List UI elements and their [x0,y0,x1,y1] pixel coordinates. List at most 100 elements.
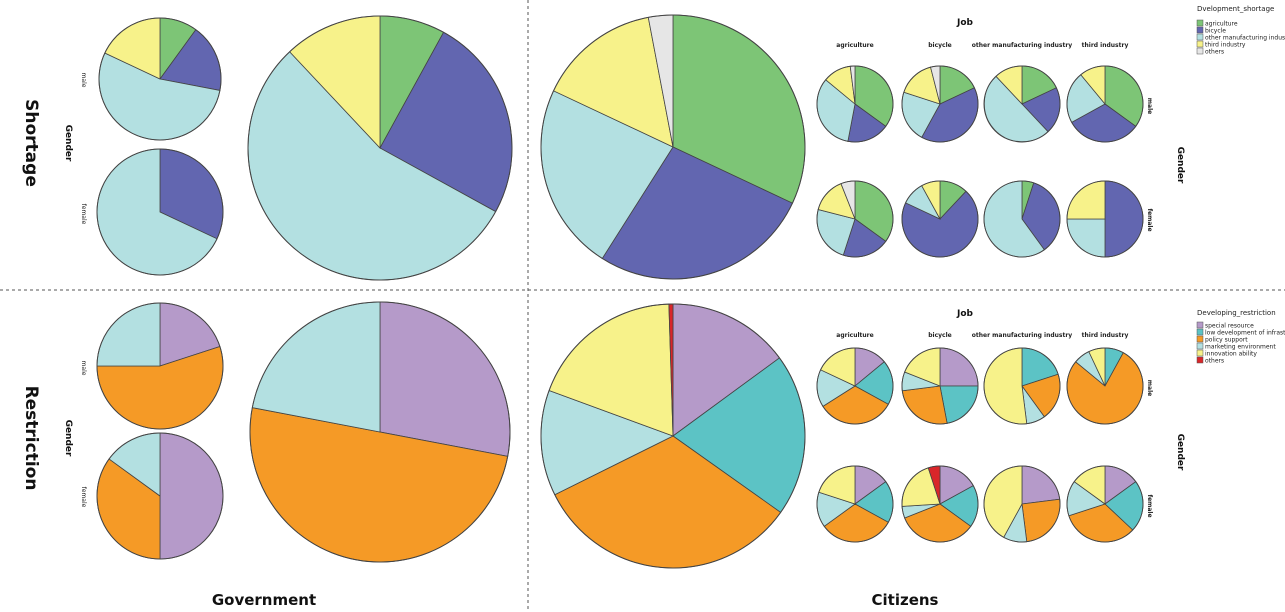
pie-charts [96,14,1144,569]
legend-swatch-0-3 [1196,40,1204,48]
job-header-other-manufacturing-shortage: other manufacturing industry [972,42,1073,49]
gov-restriction-female-pie-outline [96,432,224,560]
legend-swatch-0-4 [1196,47,1204,55]
legend-label-1-0: special resource [1205,323,1254,330]
legend-swatch-0-2 [1196,33,1204,41]
cit-shortage-female-bicycle-pie-outline [901,180,979,258]
cit-restriction-male-bicycle-pie-slice-0 [939,347,979,387]
legend-swatch-0-1 [1196,26,1204,34]
job-header-agriculture-shortage: agriculture [836,42,873,49]
cit-shortage-male-other-manufacturing-industry-pie [983,65,1061,143]
cit-shortage-total-pie-outline [540,14,806,280]
gov-shortage-total-pie [247,15,513,281]
job-header-other-manufacturing-restriction: other manufacturing industry [972,332,1073,339]
cit-restriction-total-pie [540,303,806,569]
legend-label-0-1: bicycle [1205,28,1226,35]
gov-shortage-male-pie-outline [98,17,222,141]
cit-restriction-male-agriculture-pie-outline [816,347,894,425]
cit-restriction-male-bicycle-pie-outline [901,347,979,425]
cit-restriction-male-agriculture-pie [816,347,894,425]
legend-label-0-0: agriculture [1205,21,1238,28]
legend-swatch-1-5 [1196,356,1204,364]
gov-male-label-shortage: male [80,73,87,88]
gov-gender-label-shortage: Gender [63,125,73,162]
legend-label-1-1: low development of infrastructu [1205,330,1285,337]
gov-restriction-female-pie-slice-0 [159,432,224,560]
legend-swatch-0-0 [1196,19,1204,27]
job-header-third-industry-restriction: third industry [1082,332,1129,339]
gov-shortage-male-pie [98,17,222,141]
gov-restriction-male-pie-slice-3 [96,302,161,367]
cit-restriction-male-bicycle-pie [901,347,979,425]
cit-restriction-male-third-industry-pie [1066,347,1144,425]
cit-shortage-female-third-industry-pie-slice-2 [1066,218,1106,258]
legend-swatch-1-0 [1196,321,1204,329]
cit-female-label-restriction: female [1146,494,1153,517]
cit-restriction-total-pie-outline [540,303,806,569]
gov-restriction-female-pie [96,432,224,560]
legend-label-1-3: marketing environment [1205,344,1276,351]
cit-restriction-female-bicycle-pie [901,465,979,543]
gov-female-label-restriction: female [80,487,87,508]
cit-shortage-female-agriculture-pie-outline [816,180,894,258]
cit-shortage-male-bicycle-pie [901,65,979,143]
job-title-restriction: Job [956,309,974,319]
cit-shortage-male-bicycle-pie-outline [901,65,979,143]
gov-restriction-male-pie [96,302,224,430]
job-header-agriculture-restriction: agriculture [836,332,873,339]
legend-label-1-2: policy support [1205,337,1248,344]
cit-restriction-female-third-industry-pie [1066,465,1144,543]
cit-restriction-female-other-manufacturing-industry-pie-slice-2 [1021,498,1061,543]
cit-female-label-shortage: female [1146,208,1153,231]
gov-shortage-female-pie [96,148,224,276]
legend-swatch-1-4 [1196,349,1204,357]
cit-restriction-female-other-manufacturing-industry-pie-outline [983,465,1061,543]
legend-swatch-1-3 [1196,342,1204,350]
cit-restriction-male-other-manufacturing-industry-pie [983,347,1061,425]
cit-restriction-female-bicycle-pie-outline [901,465,979,543]
cit-shortage-total-pie [540,14,806,280]
cit-shortage-male-third-industry-pie-outline [1066,65,1144,143]
cit-shortage-female-third-industry-pie-outline [1066,180,1144,258]
cit-restriction-female-other-manufacturing-industry-pie [983,465,1061,543]
cit-restriction-female-agriculture-pie [816,465,894,543]
legend-title-shortage: Dvelopment_shortage [1197,5,1274,13]
job-header-third-industry-shortage: third industry [1082,42,1129,49]
legend-label-0-3: third industry [1205,42,1246,49]
job-header-bicycle-shortage: bicycle [928,42,952,49]
cit-restriction-male-other-manufacturing-industry-pie-outline [983,347,1061,425]
cit-male-label-shortage: male [1146,98,1153,114]
row-label-restriction: Restriction [21,386,41,491]
legend-swatch-1-1 [1196,328,1204,336]
col-label-government: Government [212,591,316,609]
cit-shortage-male-third-industry-pie [1066,65,1144,143]
gov-female-label-shortage: female [80,204,87,225]
cit-gender-label-restriction: Gender [1175,434,1185,471]
cit-restriction-female-third-industry-pie-outline [1066,465,1144,543]
gov-male-label-restriction: male [80,361,87,376]
cit-restriction-male-third-industry-pie-outline [1066,347,1144,425]
legend-swatch-1-2 [1196,335,1204,343]
cit-shortage-male-agriculture-pie [816,65,894,143]
col-label-citizens: Citizens [872,591,939,609]
cit-shortage-male-agriculture-pie-outline [816,65,894,143]
cit-shortage-female-other-manufacturing-industry-pie-outline [983,180,1061,258]
cit-restriction-female-other-manufacturing-industry-pie-slice-0 [1021,465,1061,505]
cit-shortage-female-other-manufacturing-industry-pie [983,180,1061,258]
job-header-bicycle-restriction: bicycle [928,332,952,339]
legend-restriction: Developing_restriction special resourcel… [1196,309,1285,365]
legend-label-0-4: others [1205,49,1224,56]
gov-restriction-total-pie-outline [249,301,511,563]
gov-gender-label-restriction: Gender [63,420,73,457]
row-label-shortage: Shortage [21,99,41,187]
cit-shortage-female-third-industry-pie-slice-3 [1066,180,1106,220]
cit-shortage-male-other-manufacturing-industry-pie-outline [983,65,1061,143]
gov-restriction-male-pie-outline [96,302,224,430]
cit-male-label-restriction: male [1146,380,1153,396]
gov-restriction-total-pie-slice-0 [379,301,511,457]
cit-shortage-female-third-industry-pie [1066,180,1144,258]
legend-title-restriction: Developing_restriction [1197,309,1276,317]
cit-restriction-female-agriculture-pie-outline [816,465,894,543]
